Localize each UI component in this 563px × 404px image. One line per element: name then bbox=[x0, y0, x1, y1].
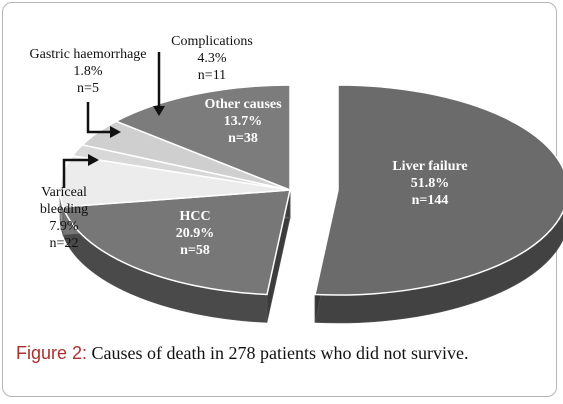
gastric-percent: 1.8% bbox=[73, 64, 103, 79]
variceal-arrowhead bbox=[88, 154, 99, 166]
variceal-label: Variceal bleeding 7.9% n=22 bbox=[40, 185, 88, 251]
complications-n: n=11 bbox=[198, 68, 226, 83]
slice-label-hcc-0: HCC bbox=[179, 209, 210, 224]
figure-caption: Figure 2: Causes of death in 278 patient… bbox=[16, 343, 546, 364]
caption-text: Causes of death in 278 patients who did … bbox=[87, 343, 469, 363]
slice-label-other-causes-0: Other causes bbox=[204, 97, 282, 112]
variceal-arrow-line bbox=[62, 158, 90, 188]
complications-name: Complications bbox=[171, 34, 253, 49]
gastric-arrow-line bbox=[86, 102, 112, 134]
slice-hcc bbox=[61, 189, 291, 296]
gastric-label: Gastric haemorrhage 1.8% n=5 bbox=[30, 47, 147, 96]
gastric-arrowhead bbox=[110, 126, 121, 138]
gastric-n: n=5 bbox=[77, 81, 99, 96]
pie-slices bbox=[59, 84, 563, 324]
slice-label-other-causes-1: 13.7% bbox=[224, 114, 263, 129]
slice-label-liver-failure-2: n=144 bbox=[412, 193, 449, 208]
slice-label-liver-failure-1: 51.8% bbox=[411, 176, 450, 191]
arrows bbox=[62, 52, 161, 188]
arrowheads bbox=[88, 106, 165, 166]
variceal-name: Variceal bbox=[41, 185, 87, 200]
slice-label-hcc-1: 20.9% bbox=[176, 226, 215, 241]
complications-percent: 4.3% bbox=[197, 51, 227, 66]
gastric-name: Gastric haemorrhage bbox=[30, 47, 147, 62]
figure-label: Figure 2: bbox=[16, 343, 88, 363]
slice-label-hcc-2: n=58 bbox=[180, 243, 210, 258]
complications-label: Complications 4.3% n=11 bbox=[171, 34, 253, 83]
slice-liver-failure bbox=[314, 84, 563, 296]
pie-inner-labels: Liver failure 51.8% n=144 HCC 20.9% n=58 Other… bbox=[176, 97, 468, 258]
variceal-name-2: bleeding bbox=[40, 202, 88, 217]
slice-label-other-causes-2: n=38 bbox=[228, 131, 258, 146]
complications-arrowhead bbox=[153, 106, 165, 116]
variceal-percent: 7.9% bbox=[49, 219, 79, 234]
slice-variceal-bleeding bbox=[59, 154, 291, 208]
slice-label-liver-failure-0: Liver failure bbox=[392, 159, 467, 174]
variceal-n: n=22 bbox=[50, 236, 79, 251]
